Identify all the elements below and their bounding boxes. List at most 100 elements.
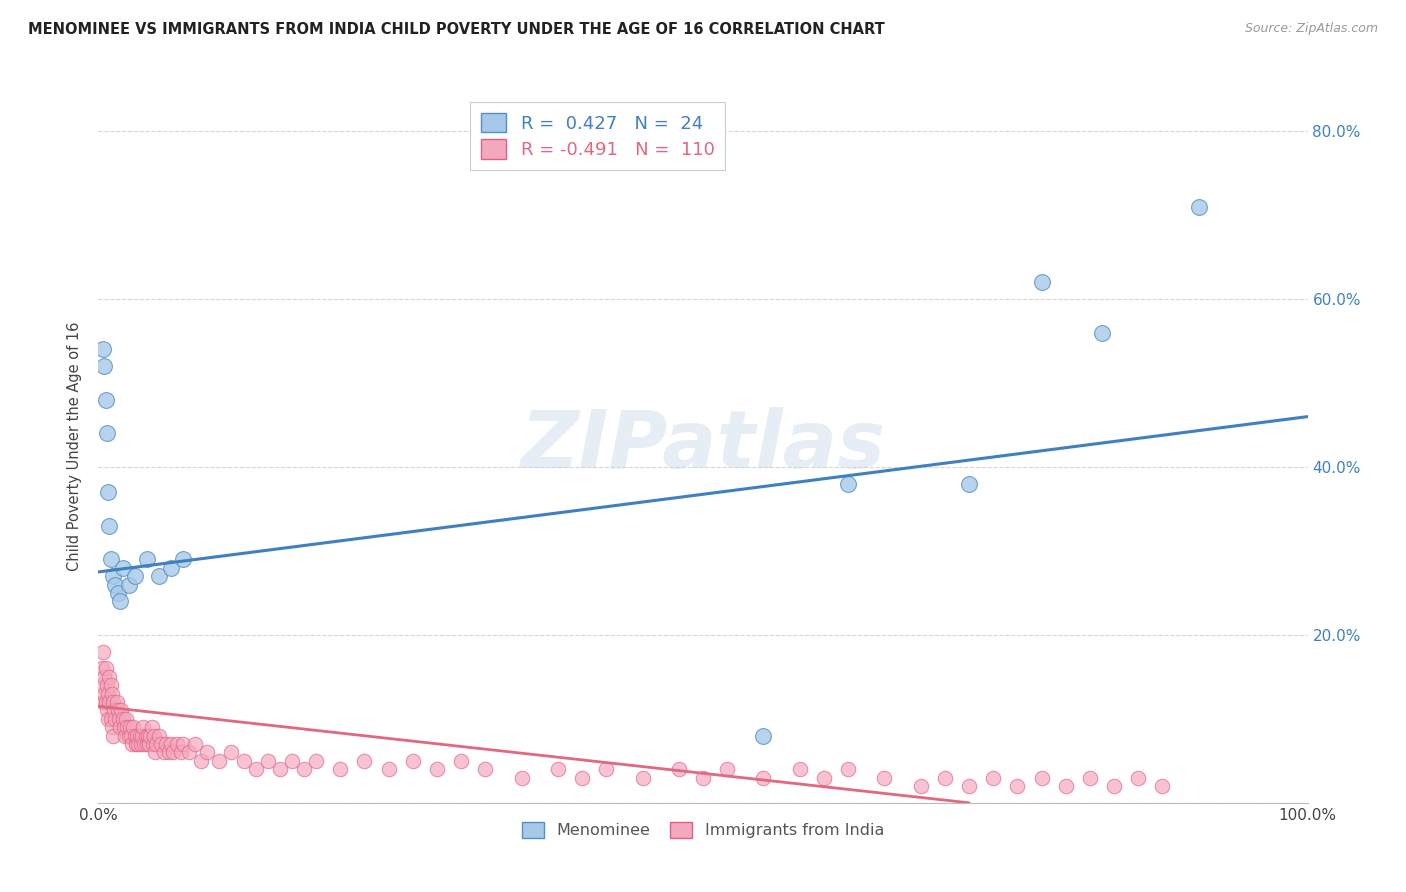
Point <box>1102 779 1125 793</box>
Point <box>143 729 166 743</box>
Point <box>166 737 188 751</box>
Point <box>93 359 115 374</box>
Point <box>111 560 134 574</box>
Text: ZIPatlas: ZIPatlas <box>520 407 886 485</box>
Point <box>124 729 146 743</box>
Point <box>97 485 120 500</box>
Legend: Menominee, Immigrants from India: Menominee, Immigrants from India <box>515 815 891 845</box>
Point <box>94 695 117 709</box>
Point <box>94 392 117 407</box>
Point <box>148 729 170 743</box>
Point <box>139 729 162 743</box>
Point <box>426 762 449 776</box>
Point <box>122 720 145 734</box>
Point <box>221 746 243 760</box>
Point <box>100 687 122 701</box>
Point <box>111 712 134 726</box>
Point <box>789 762 811 776</box>
Point <box>138 737 160 751</box>
Point <box>1031 771 1053 785</box>
Point <box>101 729 124 743</box>
Point <box>157 746 180 760</box>
Point <box>108 720 131 734</box>
Point <box>377 762 399 776</box>
Point <box>716 762 738 776</box>
Point <box>402 754 425 768</box>
Point <box>184 737 207 751</box>
Point <box>104 577 127 591</box>
Point <box>145 737 167 751</box>
Point <box>692 771 714 785</box>
Point <box>269 762 291 776</box>
Point <box>190 754 212 768</box>
Point <box>135 737 157 751</box>
Point <box>1152 779 1174 793</box>
Point <box>1007 779 1029 793</box>
Point <box>115 712 138 726</box>
Point <box>631 771 654 785</box>
Point <box>305 754 328 768</box>
Point <box>172 737 194 751</box>
Point <box>981 771 1004 785</box>
Point <box>281 754 304 768</box>
Point <box>813 771 835 785</box>
Point <box>127 729 149 743</box>
Point <box>98 518 121 533</box>
Point <box>668 762 690 776</box>
Point <box>103 703 125 717</box>
Point <box>97 687 120 701</box>
Point <box>142 737 165 751</box>
Point <box>108 594 131 608</box>
Point <box>108 712 131 726</box>
Point <box>91 695 114 709</box>
Y-axis label: Child Poverty Under the Age of 16: Child Poverty Under the Age of 16 <box>67 321 83 571</box>
Point <box>150 737 173 751</box>
Point <box>94 661 117 675</box>
Point <box>107 586 129 600</box>
Point <box>957 476 980 491</box>
Point <box>292 762 315 776</box>
Point <box>160 737 183 751</box>
Point <box>120 729 142 743</box>
Point <box>132 720 155 734</box>
Point <box>595 762 617 776</box>
Point <box>547 762 569 776</box>
Point <box>129 737 152 751</box>
Point <box>114 729 136 743</box>
Point <box>1128 771 1150 785</box>
Point <box>98 670 121 684</box>
Point <box>752 729 775 743</box>
Point <box>131 729 153 743</box>
Point <box>105 695 128 709</box>
Point <box>96 703 118 717</box>
Point <box>118 720 141 734</box>
Point <box>101 695 124 709</box>
Point <box>143 746 166 760</box>
Point <box>136 729 159 743</box>
Point <box>100 552 122 566</box>
Point <box>93 687 115 701</box>
Point <box>329 762 352 776</box>
Point <box>100 712 122 726</box>
Point <box>107 703 129 717</box>
Point <box>910 779 932 793</box>
Point <box>934 771 956 785</box>
Point <box>117 720 139 734</box>
Point <box>90 678 112 692</box>
Point <box>245 762 267 776</box>
Point <box>93 670 115 684</box>
Point <box>152 746 174 760</box>
Point <box>179 746 201 760</box>
Point <box>135 729 157 743</box>
Text: MENOMINEE VS IMMIGRANTS FROM INDIA CHILD POVERTY UNDER THE AGE OF 16 CORRELATION: MENOMINEE VS IMMIGRANTS FROM INDIA CHILD… <box>28 22 884 37</box>
Point <box>148 569 170 583</box>
Point <box>128 729 150 743</box>
Point <box>510 771 533 785</box>
Point <box>195 746 218 760</box>
Point <box>135 552 157 566</box>
Point <box>100 678 122 692</box>
Point <box>155 737 177 751</box>
Point <box>873 771 896 785</box>
Point <box>91 661 114 675</box>
Point <box>1188 200 1211 214</box>
